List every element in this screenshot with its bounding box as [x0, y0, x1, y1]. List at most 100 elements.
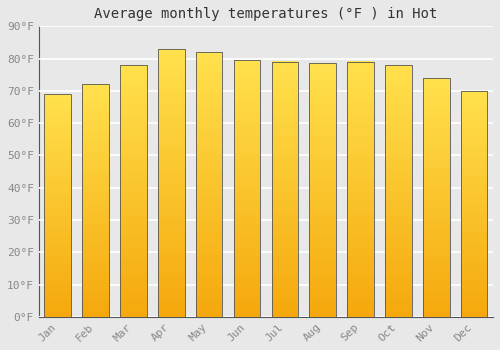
Bar	[44, 302, 71, 306]
Bar	[120, 285, 146, 288]
Bar	[423, 143, 450, 147]
Bar	[234, 166, 260, 169]
Bar	[423, 146, 450, 149]
Bar	[196, 211, 222, 214]
Bar	[120, 71, 146, 75]
Bar	[158, 65, 184, 69]
Bar	[82, 145, 109, 148]
Bar	[120, 219, 146, 222]
Bar	[196, 168, 222, 171]
Bar	[348, 144, 374, 148]
Bar	[120, 234, 146, 238]
Bar	[44, 311, 71, 314]
Bar	[310, 89, 336, 92]
Bar	[234, 249, 260, 253]
Bar	[385, 250, 411, 254]
Bar	[272, 298, 298, 301]
Bar	[310, 79, 336, 82]
Bar	[196, 234, 222, 237]
Bar	[272, 227, 298, 231]
Bar	[44, 172, 71, 175]
Bar	[423, 117, 450, 120]
Bar	[196, 171, 222, 175]
Bar	[44, 124, 71, 127]
Bar	[310, 266, 336, 269]
Bar	[272, 167, 298, 170]
Bar	[234, 278, 260, 281]
Bar	[385, 159, 411, 163]
Bar	[423, 131, 450, 135]
Bar	[423, 302, 450, 305]
Bar	[423, 161, 450, 164]
Bar	[461, 170, 487, 173]
Bar	[158, 85, 184, 89]
Bar	[196, 293, 222, 297]
Bar	[234, 137, 260, 140]
Bar	[348, 77, 374, 81]
Bar	[120, 222, 146, 225]
Bar	[120, 80, 146, 84]
Bar	[82, 229, 109, 232]
Bar	[348, 116, 374, 119]
Bar	[196, 154, 222, 158]
Bar	[158, 253, 184, 257]
Bar	[120, 172, 146, 175]
Bar	[44, 236, 71, 239]
Bar	[272, 103, 298, 106]
Bar	[461, 218, 487, 221]
Bar	[120, 121, 146, 125]
Bar	[120, 68, 146, 71]
Bar	[234, 208, 260, 211]
Bar	[234, 272, 260, 275]
Bar	[196, 204, 222, 208]
Bar	[423, 245, 450, 248]
Bar	[120, 269, 146, 273]
Bar	[310, 136, 336, 139]
Bar	[158, 193, 184, 196]
Bar	[461, 124, 487, 127]
Bar	[234, 108, 260, 112]
Bar	[120, 90, 146, 93]
Bar	[272, 224, 298, 228]
Bar	[310, 158, 336, 162]
Bar	[348, 84, 374, 87]
Bar	[82, 250, 109, 253]
Bar	[310, 218, 336, 222]
Bar	[272, 144, 298, 148]
Bar	[44, 289, 71, 292]
Bar	[348, 256, 374, 259]
Bar	[82, 160, 109, 163]
Bar	[44, 163, 71, 167]
Bar	[196, 214, 222, 218]
Bar	[158, 250, 184, 253]
Bar	[272, 116, 298, 119]
Bar	[44, 121, 71, 125]
Bar	[272, 301, 298, 304]
Bar	[120, 203, 146, 206]
Bar	[120, 231, 146, 235]
Bar	[82, 220, 109, 224]
Bar	[385, 144, 411, 147]
Bar	[82, 261, 109, 265]
Bar	[158, 196, 184, 200]
Bar	[423, 272, 450, 275]
Bar	[310, 313, 336, 317]
Bar	[348, 112, 374, 116]
Bar	[196, 134, 222, 138]
Bar	[234, 313, 260, 317]
Bar	[310, 196, 336, 200]
Bar	[423, 215, 450, 218]
Bar	[120, 159, 146, 163]
Bar	[310, 282, 336, 285]
Bar	[44, 175, 71, 177]
Bar	[158, 55, 184, 59]
Bar	[385, 80, 411, 84]
Bar	[310, 146, 336, 149]
Bar	[423, 188, 450, 191]
Bar	[310, 304, 336, 307]
Bar	[348, 183, 374, 186]
Bar	[82, 226, 109, 230]
Bar	[461, 175, 487, 178]
Bar	[385, 140, 411, 144]
Bar	[461, 234, 487, 238]
